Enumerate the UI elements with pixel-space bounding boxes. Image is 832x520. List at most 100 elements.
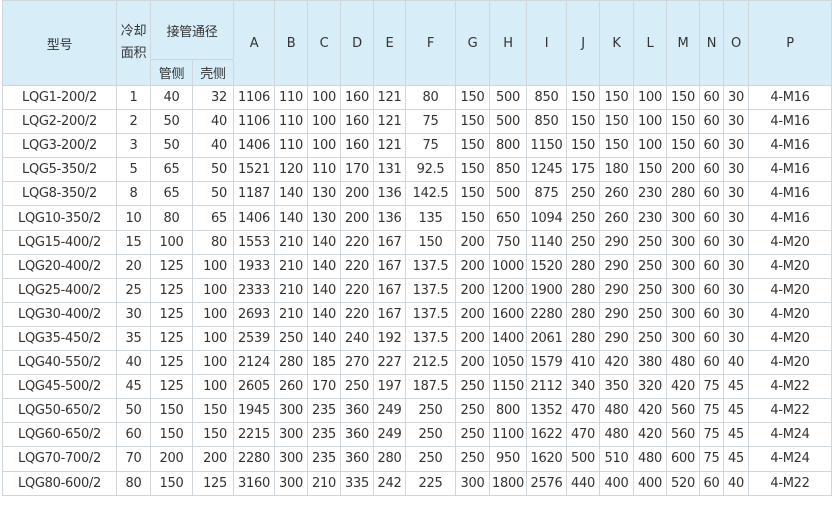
- value-cell: 210: [307, 470, 341, 496]
- value-cell: 4-M16: [748, 109, 832, 135]
- value-cell: 1945: [233, 398, 275, 424]
- value-cell: 136: [373, 181, 406, 207]
- value-cell: 160: [340, 133, 374, 159]
- value-cell: 250: [566, 229, 600, 255]
- value-cell: 1579: [526, 350, 567, 376]
- value-cell: 290: [599, 301, 634, 327]
- value-cell: 150: [150, 398, 193, 424]
- header-dim-e: E: [373, 0, 406, 86]
- value-cell: 2124: [233, 350, 275, 376]
- value-cell: 30: [723, 181, 749, 207]
- value-cell: 200: [340, 181, 374, 207]
- value-cell: 150: [666, 133, 700, 159]
- value-cell: 227: [373, 350, 406, 376]
- value-cell: 50: [116, 398, 151, 424]
- value-cell: 100: [192, 350, 234, 376]
- value-cell: 240: [340, 325, 374, 352]
- value-cell: 360: [340, 398, 374, 424]
- value-cell: 30: [723, 84, 749, 111]
- value-cell: 150: [599, 84, 634, 111]
- value-cell: 150: [192, 422, 234, 448]
- value-cell: 110: [274, 109, 308, 135]
- value-cell: 40: [723, 470, 749, 496]
- value-cell: 250: [455, 422, 490, 448]
- value-cell: 500: [489, 109, 527, 135]
- value-cell: 192: [373, 325, 406, 352]
- value-cell: 60: [699, 253, 724, 279]
- model-cell: LQG35-450/2: [2, 325, 117, 352]
- value-cell: 4-M22: [748, 470, 832, 496]
- value-cell: 249: [373, 398, 406, 424]
- value-cell: 875: [526, 181, 567, 207]
- value-cell: 4-M24: [748, 446, 832, 472]
- value-cell: 167: [373, 253, 406, 279]
- value-cell: 210: [274, 277, 308, 303]
- value-cell: 150: [599, 133, 634, 159]
- value-cell: 560: [666, 398, 700, 424]
- value-cell: 180: [599, 157, 634, 183]
- table-row: LQG10-350/2 10 80 65 1406 140 130 200 136 135 150 6…: [2, 205, 832, 231]
- value-cell: 170: [340, 157, 374, 183]
- value-cell: 60: [699, 325, 724, 352]
- value-cell: 50: [192, 157, 234, 183]
- value-cell: 140: [307, 229, 341, 255]
- value-cell: 200: [455, 325, 490, 352]
- value-cell: 4-M24: [748, 422, 832, 448]
- header-dim-m: M: [666, 0, 700, 86]
- value-cell: 480: [633, 446, 667, 472]
- value-cell: 1245: [526, 157, 567, 183]
- value-cell: 2280: [233, 446, 275, 472]
- value-cell: 520: [666, 470, 700, 496]
- value-cell: 30: [116, 301, 151, 327]
- value-cell: 300: [666, 277, 700, 303]
- value-cell: 130: [307, 181, 341, 207]
- value-cell: 60: [699, 133, 724, 159]
- value-cell: 210: [274, 229, 308, 255]
- value-cell: 1900: [526, 277, 567, 303]
- value-cell: 2215: [233, 422, 275, 448]
- value-cell: 137.5: [405, 253, 456, 279]
- value-cell: 1622: [526, 422, 567, 448]
- value-cell: 140: [274, 205, 308, 231]
- value-cell: 100: [307, 133, 341, 159]
- value-cell: 121: [373, 133, 406, 159]
- table-row: LQG2-200/2 2 50 40 1106 110 100 160 121 75 150 500 8…: [2, 109, 832, 135]
- value-cell: 65: [192, 205, 234, 231]
- value-cell: 25: [116, 277, 151, 303]
- value-cell: 230: [633, 181, 667, 207]
- value-cell: 65: [150, 181, 193, 207]
- header-dim-a: A: [233, 0, 275, 86]
- value-cell: 100: [307, 84, 341, 111]
- value-cell: 400: [599, 470, 634, 496]
- value-cell: 850: [526, 109, 567, 135]
- table-row: LQG30-400/2 30 125 100 2693 210 140 220 167 137.5…: [2, 301, 832, 327]
- value-cell: 131: [373, 157, 406, 183]
- value-cell: 300: [274, 422, 308, 448]
- table-row: LQG60-650/2 60 150 150 2215 300 235 360 249 250 25…: [2, 422, 832, 448]
- value-cell: 300: [455, 470, 490, 496]
- value-cell: 140: [307, 253, 341, 279]
- value-cell: 4-M22: [748, 374, 832, 400]
- value-cell: 175: [566, 157, 600, 183]
- header-dim-i: I: [526, 0, 567, 86]
- value-cell: 150: [566, 84, 600, 111]
- value-cell: 200: [455, 277, 490, 303]
- value-cell: 150: [455, 109, 490, 135]
- value-cell: 380: [633, 350, 667, 376]
- value-cell: 40: [150, 84, 193, 111]
- value-cell: 350: [599, 374, 634, 400]
- value-cell: 142.5: [405, 181, 456, 207]
- model-cell: LQG30-400/2: [2, 301, 117, 327]
- value-cell: 1400: [489, 325, 527, 352]
- value-cell: 150: [455, 205, 490, 231]
- value-cell: 125: [150, 325, 193, 352]
- value-cell: 800: [489, 133, 527, 159]
- table-row: LQG70-700/2 70 200 200 2280 300 235 360 280 250 25…: [2, 446, 832, 472]
- value-cell: 200: [192, 446, 234, 472]
- value-cell: 250: [274, 325, 308, 352]
- value-cell: 200: [666, 157, 700, 183]
- value-cell: 250: [633, 229, 667, 255]
- value-cell: 60: [699, 229, 724, 255]
- value-cell: 250: [405, 422, 456, 448]
